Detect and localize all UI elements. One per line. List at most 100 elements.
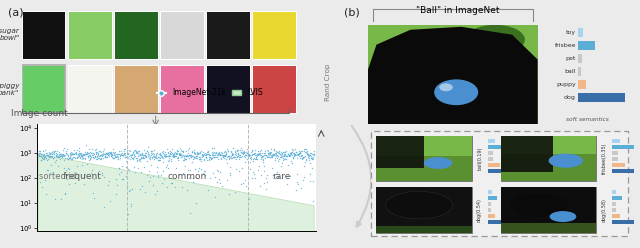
Point	[271, 151, 281, 155]
Point	[147, 156, 157, 160]
Bar	[488, 220, 556, 224]
Text: soft semantics: soft semantics	[566, 117, 609, 122]
Point	[154, 152, 164, 155]
Point	[51, 151, 61, 155]
Point	[179, 154, 189, 157]
Point	[287, 152, 298, 155]
Point	[157, 155, 168, 159]
Point	[135, 159, 145, 163]
Point	[89, 152, 99, 156]
FancyBboxPatch shape	[376, 187, 472, 233]
Point	[296, 149, 306, 153]
Point	[68, 152, 79, 156]
Point	[253, 152, 263, 156]
Point	[124, 155, 134, 158]
Point	[232, 152, 243, 156]
Bar	[488, 163, 500, 167]
Point	[204, 155, 214, 159]
Point	[97, 153, 108, 157]
Point	[238, 181, 248, 185]
Point	[239, 153, 250, 157]
Point	[237, 166, 247, 170]
Point	[291, 150, 301, 154]
Point	[121, 155, 131, 158]
Point	[307, 155, 317, 159]
Bar	[501, 135, 596, 154]
Point	[118, 153, 129, 157]
Point	[86, 171, 97, 175]
Point	[48, 151, 58, 155]
Point	[175, 153, 186, 156]
Point	[99, 147, 109, 151]
Point	[214, 151, 224, 155]
Point	[307, 154, 317, 158]
Point	[252, 153, 262, 156]
Point	[122, 148, 132, 152]
Point	[45, 163, 56, 167]
Point	[234, 148, 244, 152]
Point	[38, 149, 48, 153]
Point	[138, 154, 148, 157]
Point	[308, 152, 318, 156]
Point	[224, 157, 234, 161]
Point	[66, 157, 76, 161]
Point	[67, 153, 77, 156]
Point	[268, 152, 278, 156]
Point	[218, 153, 228, 157]
Point	[47, 155, 57, 158]
Point	[308, 153, 319, 156]
Point	[259, 153, 269, 157]
Point	[217, 153, 227, 157]
Point	[55, 152, 65, 156]
Point	[215, 152, 225, 156]
Point	[65, 156, 76, 160]
Bar	[578, 80, 586, 89]
Point	[184, 153, 195, 157]
Point	[122, 151, 132, 155]
Point	[308, 157, 318, 161]
Point	[179, 158, 189, 162]
Point	[84, 155, 95, 158]
Point	[120, 151, 130, 155]
Point	[177, 149, 187, 153]
Point	[93, 156, 103, 160]
Point	[43, 153, 53, 157]
Point	[281, 149, 291, 153]
Point	[81, 143, 92, 147]
Point	[200, 151, 210, 155]
Point	[273, 154, 283, 158]
Point	[193, 156, 204, 160]
Point	[61, 151, 71, 155]
Point	[33, 152, 44, 156]
Point	[216, 151, 227, 155]
Point	[293, 152, 303, 156]
Point	[65, 155, 75, 159]
Point	[180, 157, 190, 161]
Point	[164, 152, 175, 156]
Point	[104, 152, 115, 155]
Point	[282, 154, 292, 158]
Point	[189, 151, 200, 155]
Point	[255, 149, 266, 153]
Point	[90, 154, 100, 158]
Point	[164, 154, 174, 158]
Point	[85, 156, 95, 160]
Point	[95, 154, 105, 158]
Point	[273, 150, 283, 154]
Point	[65, 154, 75, 158]
Point	[159, 154, 169, 158]
Point	[74, 149, 84, 153]
Point	[153, 155, 163, 159]
Point	[40, 152, 50, 156]
Point	[280, 155, 291, 158]
Point	[37, 152, 47, 156]
Point	[276, 150, 287, 154]
Point	[56, 153, 66, 156]
Point	[180, 149, 191, 153]
Point	[58, 152, 68, 156]
Point	[140, 189, 150, 193]
Point	[305, 151, 316, 155]
Point	[97, 173, 107, 177]
Point	[264, 155, 274, 159]
Point	[152, 156, 163, 160]
